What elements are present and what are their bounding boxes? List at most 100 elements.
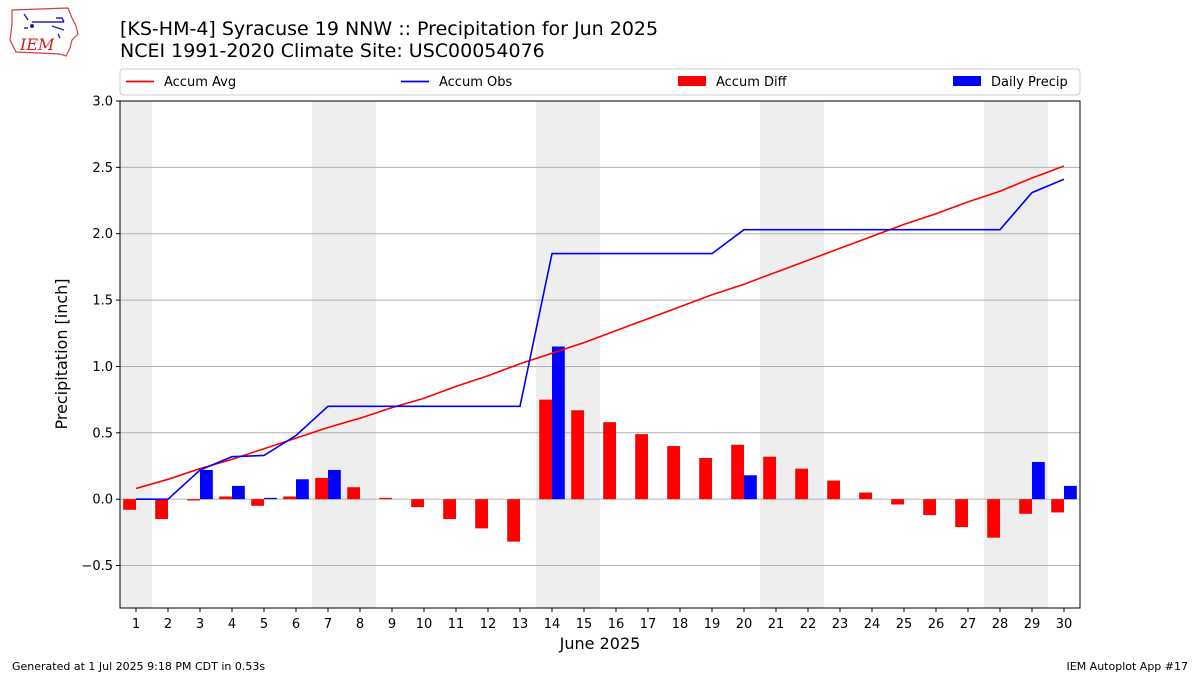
accum-diff-bar (123, 499, 136, 510)
x-tick-label: 26 (928, 617, 945, 632)
x-tick-label: 2 (164, 617, 172, 632)
accum-diff-bar (699, 458, 712, 500)
accum-diff-bar (315, 477, 328, 500)
accum-diff-bar (283, 496, 296, 500)
x-tick-label: 19 (704, 617, 721, 632)
generated-timestamp: Generated at 1 Jul 2025 9:18 PM CDT in 0… (12, 660, 266, 673)
x-tick-label: 5 (260, 617, 268, 632)
accum-diff-bar (443, 499, 456, 520)
accum-diff-bar (859, 492, 872, 500)
accum-diff-bar (571, 410, 584, 500)
accum-diff-bar (763, 456, 776, 500)
x-tick-label: 16 (608, 617, 625, 632)
accum-diff-bar (379, 497, 392, 500)
x-tick-label: 30 (1056, 617, 1073, 632)
x-tick-label: 15 (576, 617, 593, 632)
legend-label: Accum Diff (716, 75, 788, 90)
y-tick-label: 1.0 (92, 360, 113, 375)
y-tick-label: 2.0 (92, 227, 113, 242)
legend: Accum Avg Accum Obs Accum Diff Daily Precip (119, 68, 1081, 96)
chart-subtitle: NCEI 1991-2020 Climate Site: USC00054076 (120, 40, 545, 62)
accum-diff-bar (1019, 499, 1032, 514)
accum-diff-bar (795, 468, 808, 500)
x-tick-label: 23 (832, 617, 849, 632)
accum-diff-bar (539, 399, 552, 500)
accum-diff-bar (891, 499, 904, 505)
x-tick-label: 3 (196, 617, 204, 632)
accum-diff-bar (603, 422, 616, 500)
legend-label: Accum Obs (439, 75, 512, 90)
x-tick-label: 6 (292, 617, 300, 632)
daily-precip-bar (1064, 485, 1077, 500)
accum-diff-bar (731, 444, 744, 500)
legend-label: Daily Precip (991, 75, 1068, 90)
state-outline-icon (9, 7, 79, 57)
y-tick-label: 0.5 (92, 426, 113, 441)
accum-diff-bar (411, 499, 424, 508)
legend-label: Accum Avg (164, 75, 236, 90)
x-tick-label: 22 (800, 617, 817, 632)
accum-diff-bar (1051, 499, 1064, 513)
weather-glyphs-icon (23, 13, 65, 39)
weekend-bands (120, 101, 1048, 608)
x-tick-label: 11 (448, 617, 465, 632)
x-tick-label: 13 (512, 617, 529, 632)
line-series (135, 165, 1065, 501)
x-tick-label: 25 (896, 617, 913, 632)
weekend-band-0 (120, 101, 152, 608)
plot-frame (119, 100, 1081, 609)
accum-diff-bar (635, 434, 648, 500)
y-tick-label: −0.5 (81, 559, 113, 574)
x-tick-label: 24 (864, 617, 881, 632)
legend-box (119, 68, 1081, 96)
x-tick-label: 29 (1024, 617, 1041, 632)
x-tick-label: 28 (992, 617, 1009, 632)
y-tick-label: 1.5 (92, 294, 113, 309)
app-credit: IEM Autoplot App #17 (1066, 660, 1189, 673)
accum-diff-bar (155, 499, 168, 520)
x-tick-label: 17 (640, 617, 657, 632)
y-tick-label: 2.5 (92, 161, 113, 176)
daily-precip-bar (296, 479, 309, 500)
daily-precip-bar (264, 497, 277, 500)
y-tick-label: 0.0 (92, 493, 113, 508)
accum-diff-bar (987, 499, 1000, 538)
weekend-band-3 (760, 101, 824, 608)
daily-precip-bar (744, 475, 757, 500)
x-tick-label: 7 (324, 617, 332, 632)
accum-diff-bar (219, 496, 232, 500)
accum-diff-bar (347, 487, 360, 500)
x-tick-label: 10 (416, 617, 433, 632)
accum-diff-bar (923, 499, 936, 516)
iem-logo: IEM (9, 7, 79, 57)
legend-swatch (678, 76, 706, 86)
x-tick-label: 20 (736, 617, 753, 632)
daily-precip-bar (1032, 462, 1045, 500)
x-tick-label: 9 (388, 617, 396, 632)
x-tick-label: 8 (356, 617, 364, 632)
x-tick-label: 1 (132, 617, 140, 632)
y-axis-label: Precipitation [inch] (52, 278, 71, 429)
x-axis-label: June 2025 (559, 634, 641, 653)
x-axis: 1 2 3 4 5 6 7 8 9 10 11 12 13 14 15 16 17 18 19 20 21 22 23 24 2… (132, 608, 1072, 632)
y-axis: −0.5 0.0 0.5 1.0 1.5 2.0 2.5 3.0 (81, 95, 120, 574)
accum-diff-bar (667, 446, 680, 500)
accum-diff-bar (955, 499, 968, 528)
accum-avg-line (135, 165, 1065, 490)
accum-diff-bar (187, 499, 200, 501)
accum-diff-bar (251, 499, 264, 506)
daily-precip-bar (232, 485, 245, 500)
bar-series (123, 346, 1077, 542)
daily-precip-bar (200, 469, 213, 500)
accum-diff-bar (827, 480, 840, 500)
daily-precip-bar (552, 346, 565, 500)
daily-precip-bar (328, 469, 341, 500)
weekend-band-1 (312, 101, 376, 608)
x-tick-label: 12 (480, 617, 497, 632)
chart-title: [KS-HM-4] Syracuse 19 NNW :: Precipitati… (120, 18, 659, 40)
accum-diff-bar (507, 499, 520, 542)
legend-swatch (953, 76, 981, 86)
x-tick-label: 4 (228, 617, 236, 632)
x-tick-label: 21 (768, 617, 785, 632)
